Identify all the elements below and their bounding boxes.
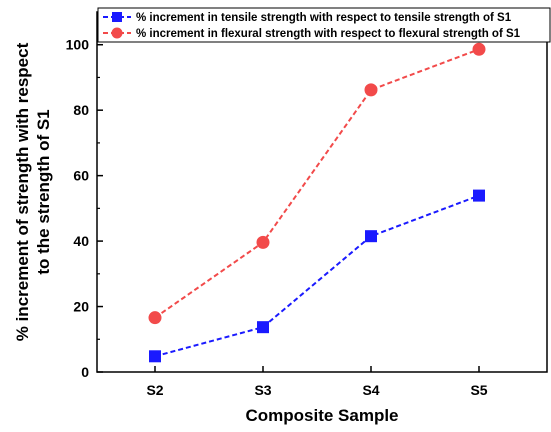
x-axis-title: Composite Sample (245, 406, 398, 425)
plot-area (96, 11, 548, 373)
y-axis-title-line1: % increment of strength with respect (13, 42, 32, 341)
data-point (257, 321, 269, 334)
legend-marker-tensile (112, 12, 122, 22)
y-tick-label: 80 (73, 102, 89, 118)
data-point (473, 189, 485, 202)
x-axis: S2 S3 S4 S5 (146, 366, 488, 398)
y-tick-label: 60 (73, 168, 89, 184)
data-point (256, 235, 270, 249)
y-tick-label: 100 (66, 37, 90, 53)
data-point (364, 83, 378, 97)
y-tick-label: 20 (73, 299, 89, 315)
x-tick-label: S4 (362, 382, 379, 398)
series-line-1 (154, 48, 480, 319)
x-tick-label: S2 (146, 382, 163, 398)
y-tick-label: 0 (81, 364, 89, 380)
legend-label-tensile: % increment in tensile strength with res… (136, 12, 512, 24)
legend-label-flexural: % increment in flexural strength with re… (136, 28, 521, 40)
data-point (365, 230, 377, 243)
series-layer (148, 42, 486, 363)
y-axis: 0 20 40 60 80 100 (66, 37, 103, 380)
y-axis-title-line2: to the strength of S1 (34, 109, 53, 274)
y-axis-title: % increment of strength with respect to … (13, 42, 53, 341)
x-tick-label: S3 (254, 382, 271, 398)
legend-marker-flexural (111, 27, 123, 39)
data-point (472, 42, 486, 56)
data-point (149, 350, 161, 363)
data-point (148, 311, 162, 325)
x-tick-label: S5 (470, 382, 487, 398)
y-tick-label: 40 (73, 233, 89, 249)
legend-box (97, 7, 551, 43)
legend: % increment in tensile strength with res… (97, 7, 551, 43)
